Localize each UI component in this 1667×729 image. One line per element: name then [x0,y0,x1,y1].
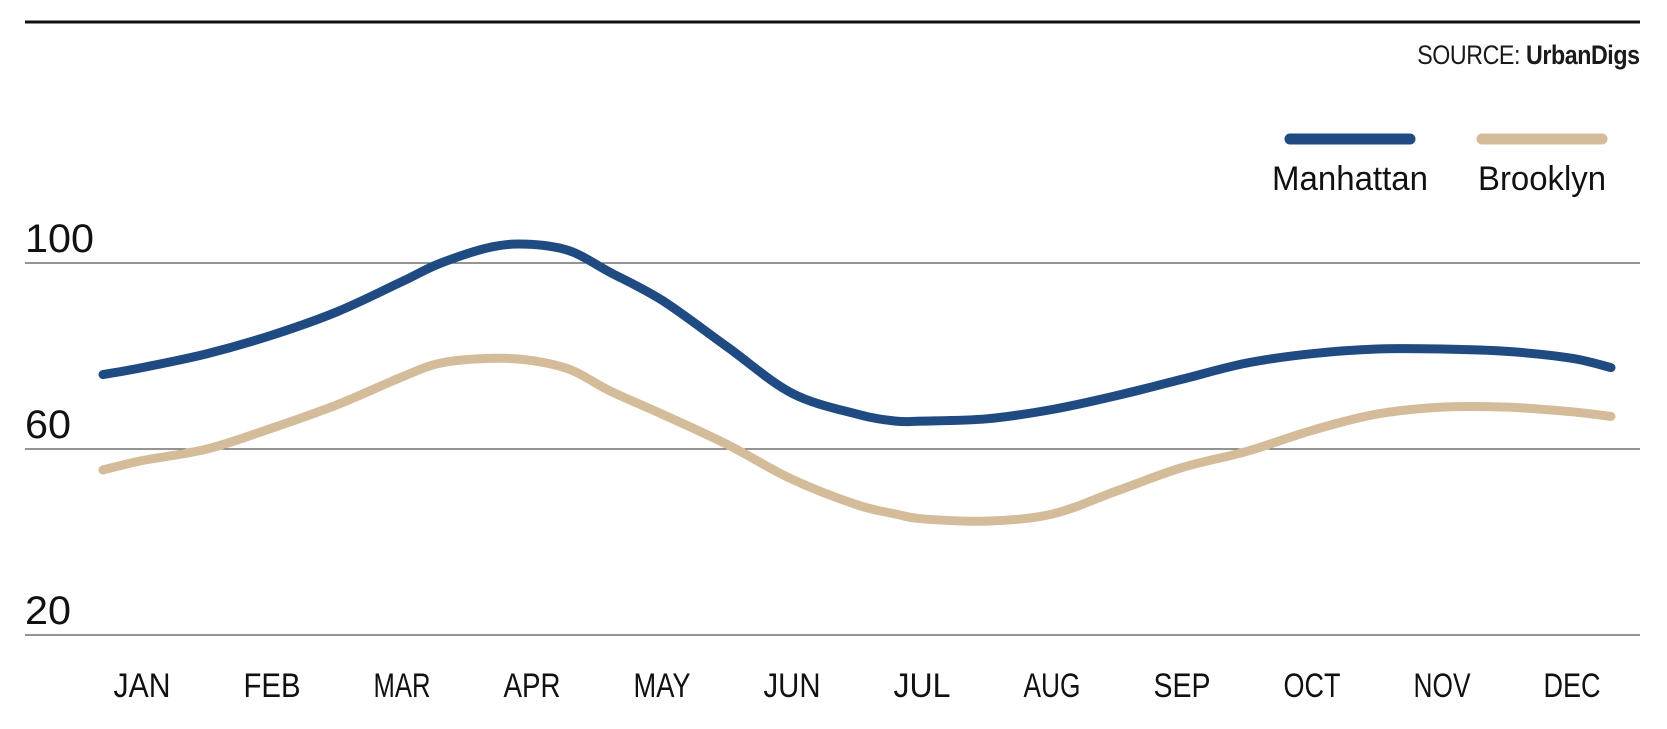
y-axis-ticks: 100 60 20 [25,217,94,633]
series-line-manhattan [98,239,1616,427]
x-axis-ticks: JAN FEB MAR APR MAY JUN JUL AUG SEP OCT NOV DEC [114,667,1601,705]
x-tick-label: MAY [634,667,691,705]
x-tick-label: AUG [1024,667,1081,705]
x-tick-label: JUL [894,667,951,705]
x-tick-label: JAN [114,667,171,705]
x-tick-label: MAR [374,667,431,705]
y-tick-label: 60 [25,403,71,447]
legend-label-brooklyn: Brooklyn [1478,160,1606,198]
y-tick-label: 20 [25,589,71,633]
source-prefix: SOURCE: [1417,40,1521,70]
series-line-brooklyn [98,353,1616,526]
legend: Manhattan Brooklyn [1272,133,1608,198]
x-tick-label: DEC [1544,667,1601,705]
y-tick-label: 100 [25,217,94,261]
source-name: UrbanDigs [1526,40,1640,70]
x-tick-label: FEB [244,667,301,705]
x-tick-label: SEP [1154,667,1211,705]
grid-lines [25,262,1640,636]
series-lines [98,239,1616,526]
x-tick-label: JUN [764,667,821,705]
source-note: SOURCE: UrbanDigs [1417,40,1641,71]
x-tick-label: APR [504,667,561,705]
x-tick-label: OCT [1284,667,1341,705]
legend-label-manhattan: Manhattan [1272,160,1428,198]
x-tick-label: NOV [1414,667,1471,705]
